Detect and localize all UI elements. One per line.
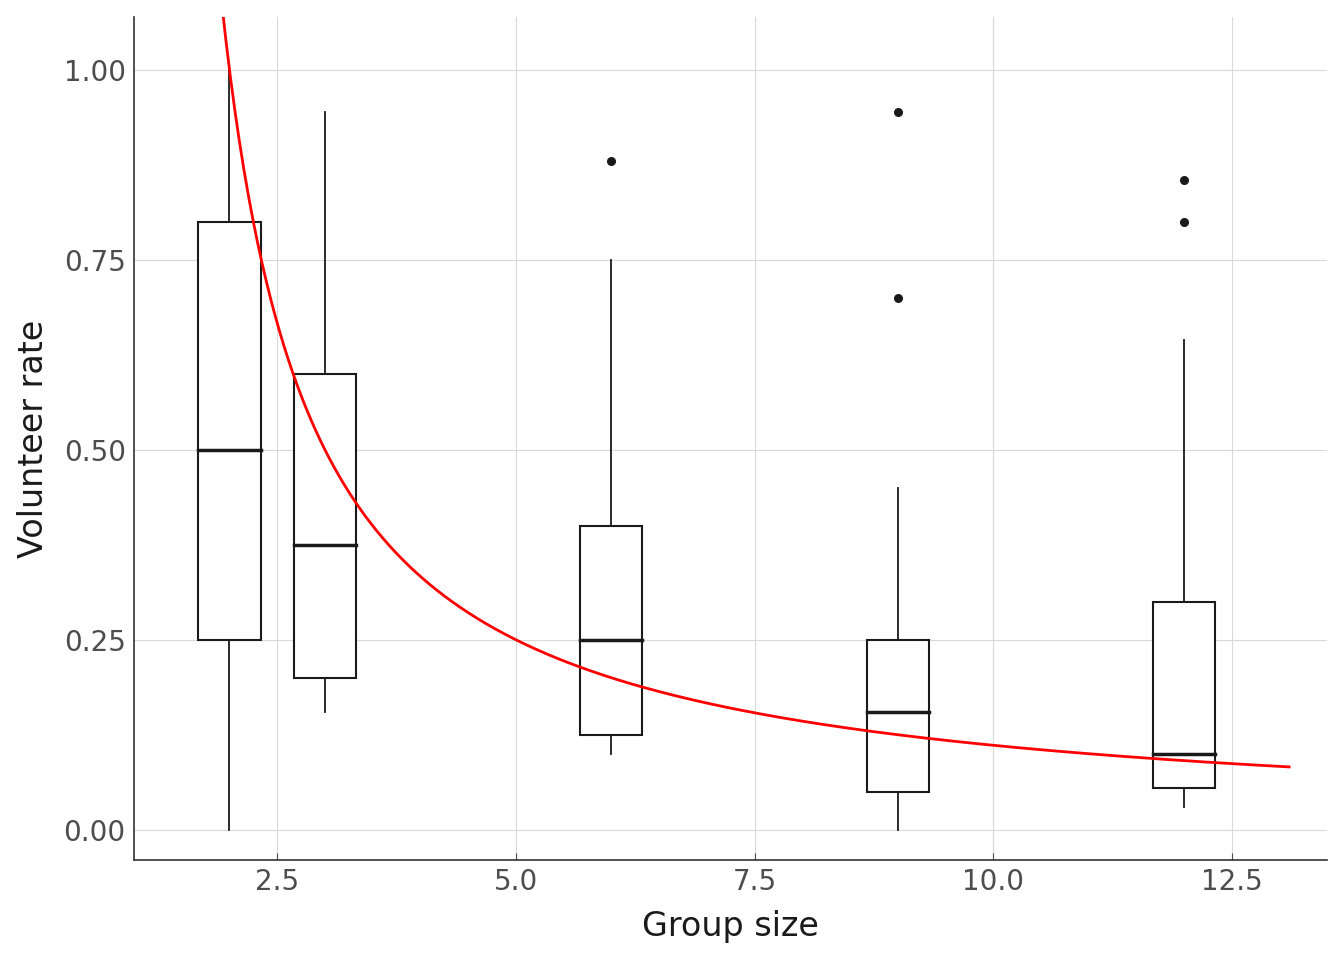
Y-axis label: Volunteer rate: Volunteer rate [16, 320, 50, 558]
Bar [581, 526, 642, 734]
X-axis label: Group size: Group size [642, 910, 818, 944]
Bar [867, 639, 929, 792]
Bar [294, 373, 356, 678]
Bar [199, 222, 261, 639]
Bar [1153, 602, 1215, 788]
